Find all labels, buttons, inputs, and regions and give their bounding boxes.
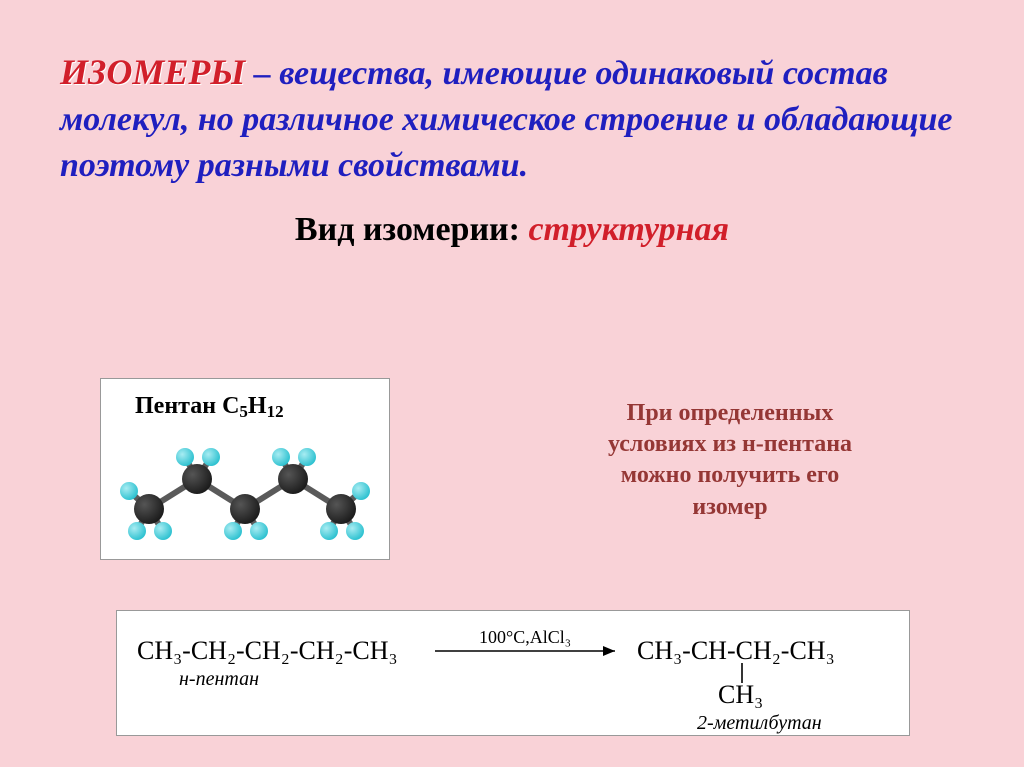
slide: ИЗОМЕРЫ – вещества, имеющие одинаковый с…: [0, 0, 1024, 767]
svg-text:2-метилбутан: 2-метилбутан: [697, 712, 822, 734]
definition-paragraph: ИЗОМЕРЫ – вещества, имеющие одинаковый с…: [60, 48, 964, 189]
svg-text:н-пентан: н-пентан: [179, 668, 259, 690]
condition-line-2: условиях из н-пентана: [520, 429, 940, 460]
reaction-equation-box: CH₃-CH₂-CH₂-CH₂-CH₃ н-пентан 100°C,AlCl₃ CH…: [116, 610, 910, 736]
condition-text: При определенных условиях из н-пентана м…: [520, 398, 940, 523]
condition-line-1: При определенных: [520, 398, 940, 429]
svg-text:CH₃-CH-CH₂-CH₃: CH₃-CH-CH₂-CH₃: [637, 636, 835, 665]
pentane-molecule-svg: Пентан C5H12: [101, 379, 389, 559]
condition-line-4: изомер: [520, 492, 940, 523]
svg-text:100°C,AlCl₃: 100°C,AlCl₃: [479, 627, 571, 647]
pentane-molecule-box: Пентан C5H12: [100, 378, 390, 560]
isomerism-type-value: структурная: [528, 211, 729, 248]
isomerism-type: Вид изомерии: структурная: [60, 211, 964, 249]
condition-line-3: можно получить его: [520, 460, 940, 491]
isomerism-type-label: Вид изомерии:: [295, 211, 529, 248]
svg-text:CH₃: CH₃: [718, 680, 763, 709]
definition-term: ИЗОМЕРЫ: [60, 52, 245, 92]
svg-text:Пентан C5H12: Пентан C5H12: [135, 393, 284, 421]
svg-text:CH₃-CH₂-CH₂-CH₂-CH₃: CH₃-CH₂-CH₂-CH₂-CH₃: [137, 636, 398, 665]
reaction-equation-svg: CH₃-CH₂-CH₂-CH₂-CH₃ н-пентан 100°C,AlCl₃ CH…: [117, 611, 909, 735]
